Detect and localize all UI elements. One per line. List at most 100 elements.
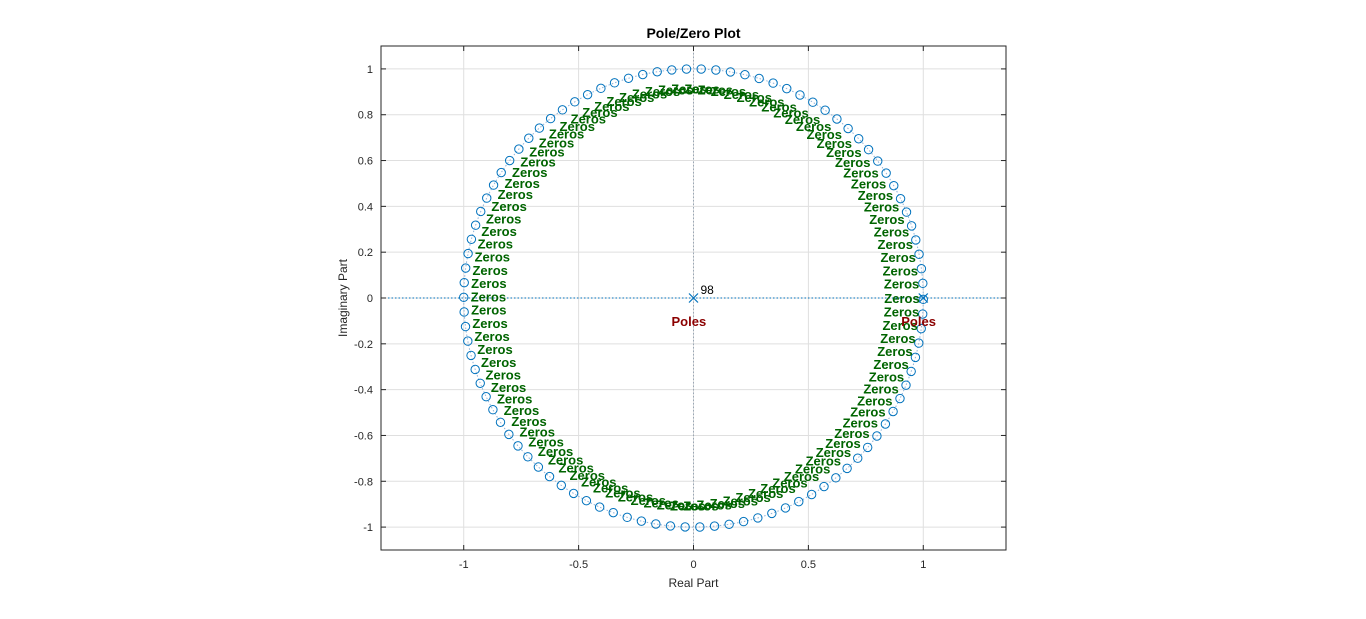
pole-marker-stroke xyxy=(918,293,929,303)
zero-label: Zeros xyxy=(671,82,706,97)
zero-marker xyxy=(709,521,720,531)
zero-marker xyxy=(681,64,692,74)
zero-label: Zeros xyxy=(858,188,893,203)
zero-label: Zeros xyxy=(471,289,506,304)
zero-label: Zeros xyxy=(560,119,595,134)
zero-marker xyxy=(636,516,647,526)
zero-marker xyxy=(782,83,792,94)
zero-label: Zeros xyxy=(471,276,506,291)
pole-multiplicity-label: 98 xyxy=(701,283,715,297)
y-tick-label: -0.2 xyxy=(354,339,373,351)
zero-label: Zeros xyxy=(863,381,898,396)
zero-label: Zeros xyxy=(606,94,641,109)
zero-label: Zeros xyxy=(605,485,640,500)
zero-label: Zeros xyxy=(594,99,629,114)
zero-marker xyxy=(638,69,648,80)
zero-marker xyxy=(901,380,911,390)
x-tick-label: 1 xyxy=(920,559,926,571)
zero-label: Zeros xyxy=(498,187,533,202)
zero-marker xyxy=(665,521,676,531)
zero-label: Zeros xyxy=(478,237,513,252)
zero-label: Zeros xyxy=(806,454,841,469)
zero-label: Zeros xyxy=(884,277,919,292)
zero-label: Zeros xyxy=(784,469,819,484)
zero-label: Zeros xyxy=(835,155,870,170)
zero-marker xyxy=(459,292,469,303)
zero-label: Zeros xyxy=(645,84,680,99)
zero-marker xyxy=(463,336,473,346)
zero-marker xyxy=(906,221,917,231)
x-axis-label: Real Part xyxy=(668,576,719,590)
y-tick-label: -0.8 xyxy=(354,476,373,488)
zero-label: Zeros xyxy=(644,496,679,511)
zero-marker xyxy=(523,452,533,462)
zero-marker xyxy=(460,321,471,332)
zero-label: Zeros xyxy=(748,486,783,501)
zero-label: Zeros xyxy=(760,481,795,496)
zero-marker xyxy=(582,89,593,100)
x-tick-label: 0.5 xyxy=(801,559,816,571)
zero-marker xyxy=(768,78,778,88)
zero-marker xyxy=(808,97,818,107)
zero-marker xyxy=(888,406,898,417)
zero-label: Zeros xyxy=(684,82,719,97)
zero-label: Zeros xyxy=(571,112,606,127)
pole-label: Poles xyxy=(901,314,936,329)
zero-marker xyxy=(880,419,891,429)
zero-label: Zeros xyxy=(795,462,830,477)
zero-label: Zeros xyxy=(761,99,796,114)
zero-label: Zeros xyxy=(491,380,526,395)
zero-label: Zeros xyxy=(884,305,919,320)
zero-label: Zeros xyxy=(538,444,573,459)
y-tick-label: -0.6 xyxy=(354,430,373,442)
zero-label: Zeros xyxy=(618,490,653,505)
zero-label: Zeros xyxy=(570,468,605,483)
zero-marker xyxy=(889,180,899,191)
zero-marker xyxy=(514,144,524,154)
zero-marker xyxy=(780,503,791,513)
zero-marker xyxy=(918,278,928,289)
zero-marker xyxy=(557,105,568,115)
zero-label: Zeros xyxy=(850,405,885,420)
x-tick-label: -1 xyxy=(459,559,469,571)
zero-label: Zeros xyxy=(683,498,718,513)
zero-label: Zeros xyxy=(857,393,892,408)
poles-labels: Poles Poles xyxy=(672,314,936,329)
zero-label: Zeros xyxy=(785,112,820,127)
zero-marker xyxy=(545,113,556,124)
zero-label: Zeros xyxy=(658,82,693,97)
zero-marker xyxy=(724,519,734,530)
zero-marker xyxy=(862,442,873,453)
zero-marker xyxy=(853,134,864,144)
zero-label: Zeros xyxy=(773,105,808,120)
zero-label: Zeros xyxy=(869,369,904,384)
zero-label: Zeros xyxy=(486,368,521,383)
y-tick-label: 0.6 xyxy=(358,156,373,168)
zero-label: Zeros xyxy=(481,355,516,370)
zero-marker xyxy=(918,294,928,305)
zero-label: Zeros xyxy=(843,416,878,431)
zero-label: Zeros xyxy=(877,344,912,359)
zero-marker xyxy=(651,519,661,529)
zero-label: Zeros xyxy=(884,291,919,306)
zeros-labels: ZerosZerosZerosZerosZerosZerosZerosZeros… xyxy=(471,82,920,514)
zero-label: Zeros xyxy=(737,90,772,105)
zero-marker xyxy=(463,248,473,259)
zero-marker xyxy=(819,481,829,492)
zero-marker xyxy=(901,207,912,217)
grid xyxy=(381,46,1006,550)
y-axis-label: Imaginary Part xyxy=(336,258,350,337)
zero-label: Zeros xyxy=(481,224,516,239)
zero-marker xyxy=(667,65,677,75)
zero-label: Zeros xyxy=(880,250,915,265)
zero-label: Zeros xyxy=(825,436,860,451)
zero-label: Zeros xyxy=(549,127,584,142)
axis-ticks: -1 -0.5 0 0.5 1 -1 -0.8 -0.6 -0.4 -0.2 0 0.2 0.4 0.6 0… xyxy=(354,46,1006,571)
zero-label: Zeros xyxy=(882,318,917,333)
zero-marker xyxy=(466,350,476,361)
zero-label: Zeros xyxy=(504,403,539,418)
zero-marker xyxy=(863,144,874,155)
zero-marker xyxy=(738,516,749,527)
zero-marker xyxy=(872,431,882,441)
